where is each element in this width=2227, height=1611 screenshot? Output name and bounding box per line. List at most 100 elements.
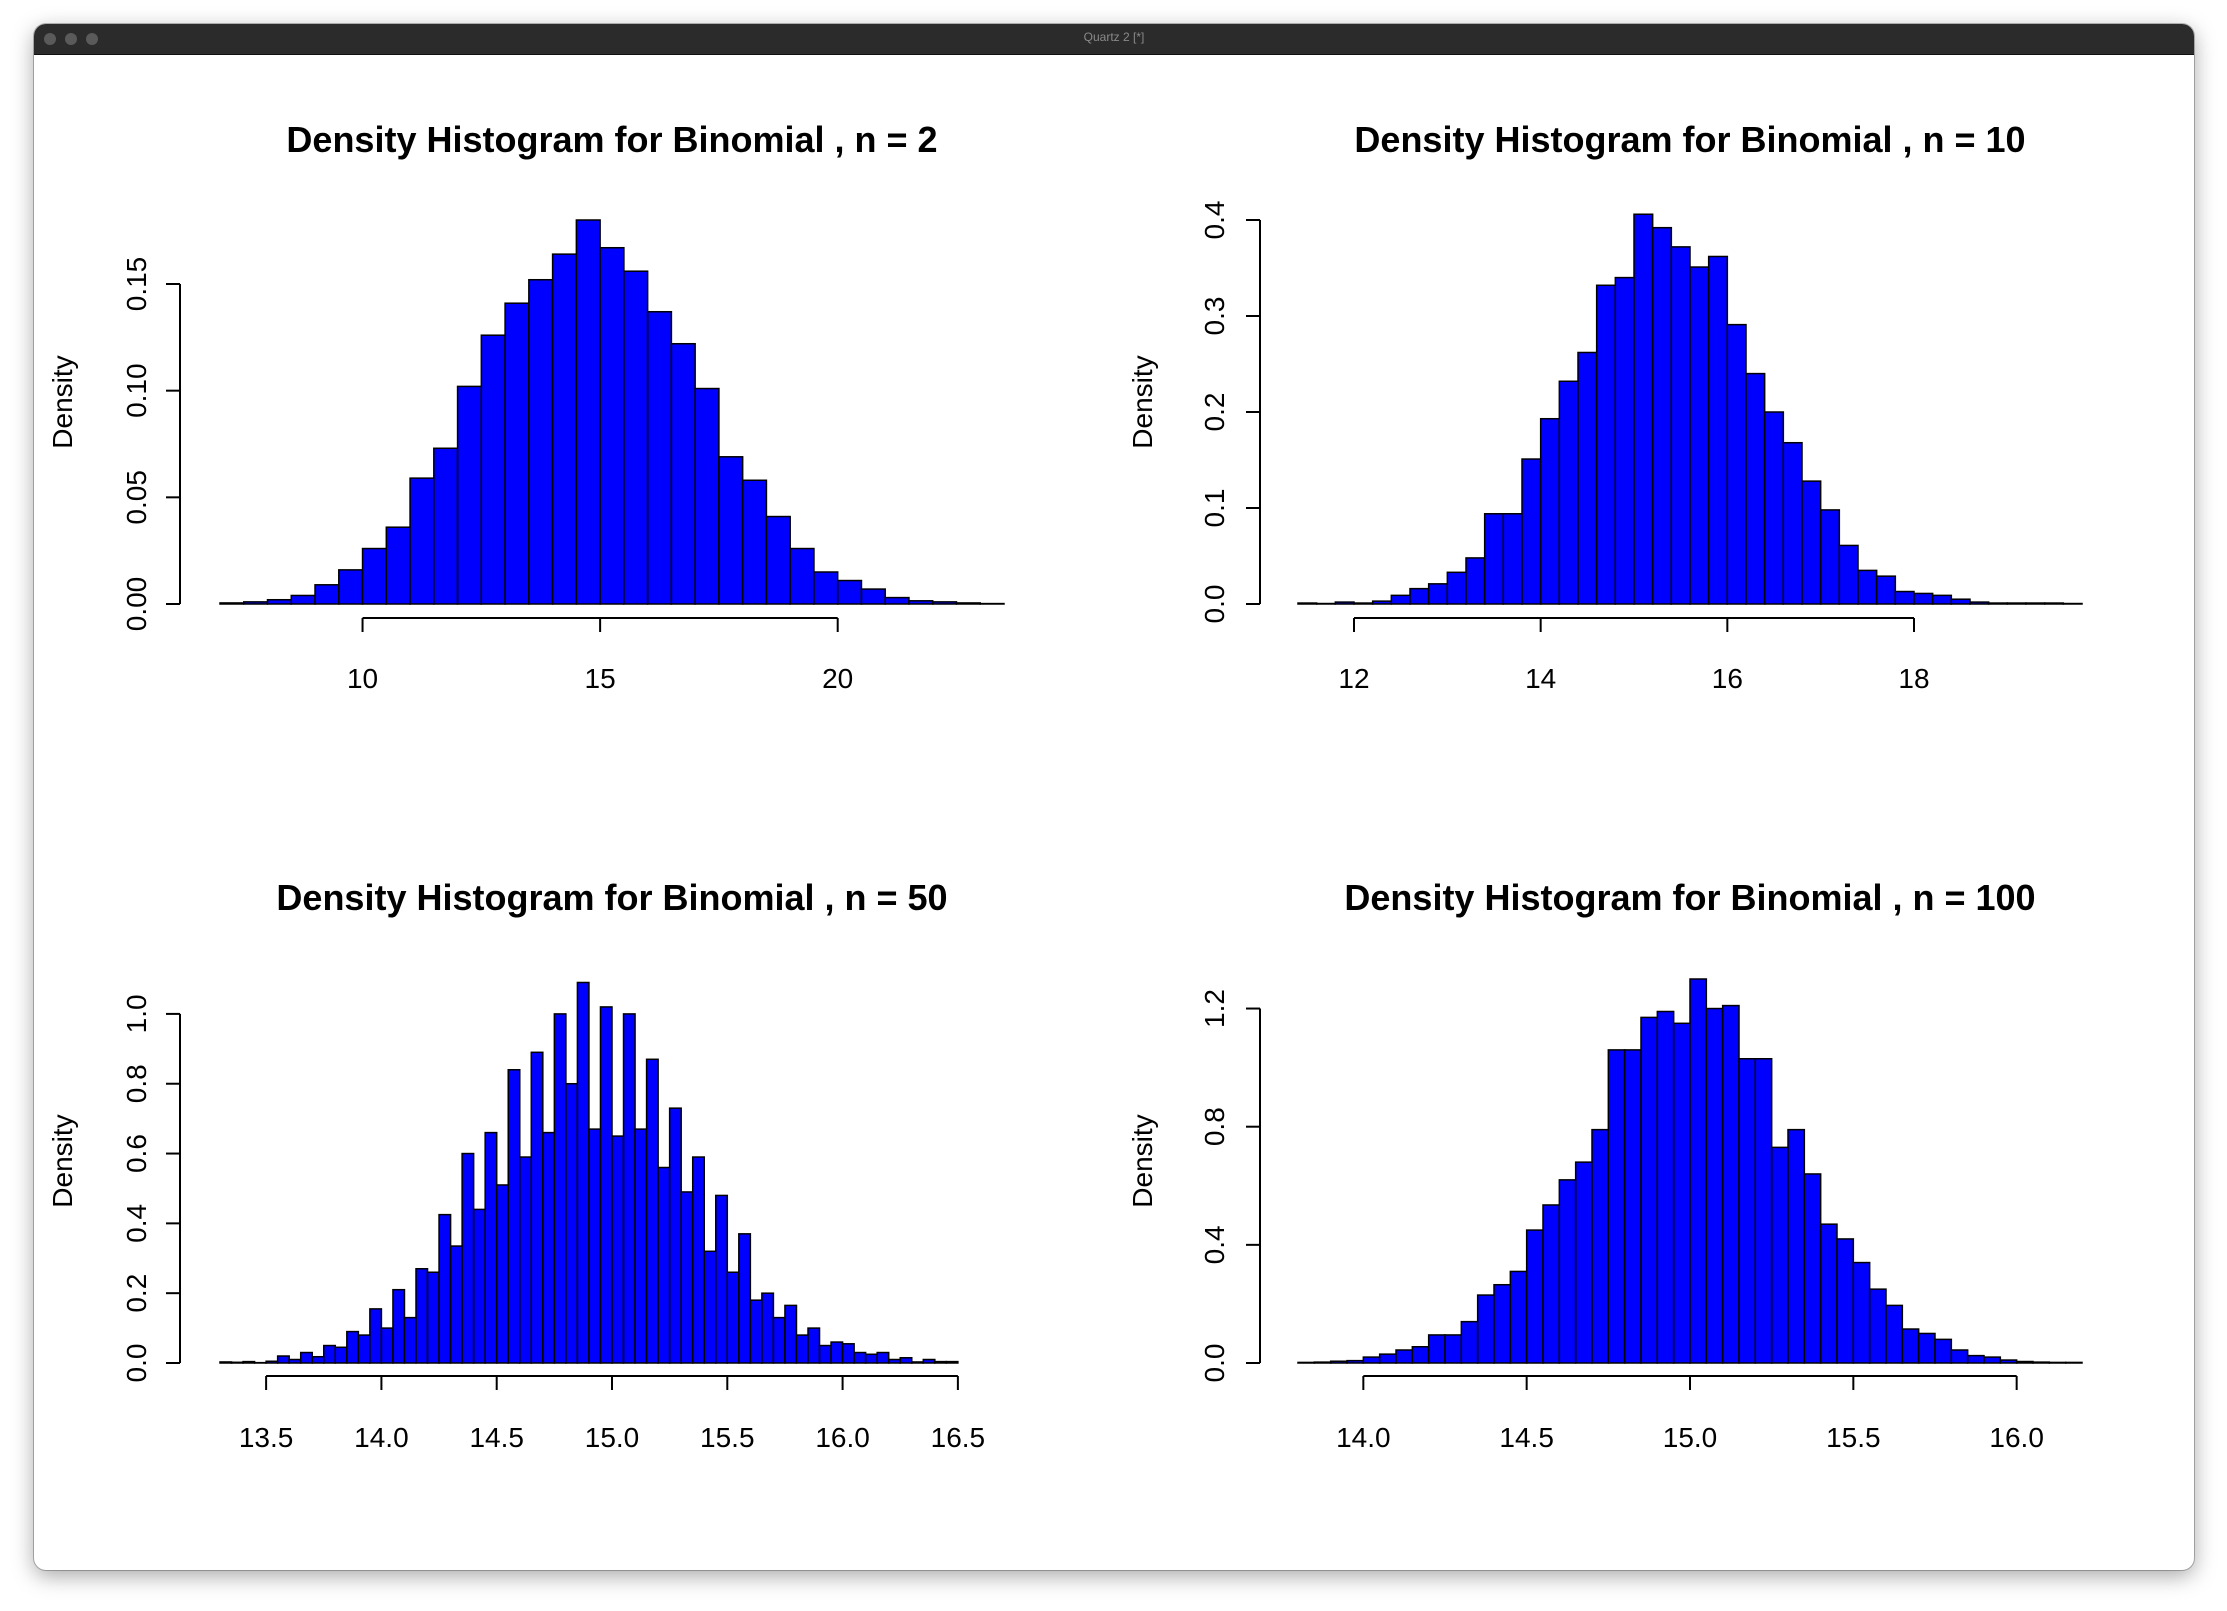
histogram-bar: [1595, 284, 1617, 605]
minimize-window-button[interactable]: [65, 33, 77, 45]
histogram-bar: [588, 1128, 602, 1364]
histogram-bar: [2048, 1361, 2067, 1364]
histogram-bar: [519, 1156, 533, 1364]
histogram-bar: [1353, 602, 1374, 605]
histogram-bar: [1770, 1146, 1789, 1364]
histogram-bar: [922, 1358, 936, 1364]
histogram-bar: [599, 246, 625, 605]
histogram-bar: [694, 387, 720, 605]
histogram-bar: [1395, 1349, 1414, 1364]
histogram-bar: [1362, 1356, 1381, 1364]
zoom-window-button[interactable]: [86, 33, 98, 45]
y-tick-label: 0.2: [121, 1274, 152, 1313]
y-tick-label: 0.2: [1199, 393, 1230, 432]
x-tick-label: 14.5: [1499, 1422, 1554, 1453]
window-titlebar[interactable]: Quartz 2 [*]: [34, 24, 2194, 55]
histogram-bar: [1411, 1346, 1430, 1364]
histogram-bar: [789, 547, 815, 605]
histogram-bar: [1983, 1356, 2002, 1364]
x-tick-label: 20: [822, 663, 853, 694]
histogram-bar: [599, 1006, 613, 1364]
histogram-panel-2: Density Histogram for Binomial , n = 10 1…: [1127, 119, 2083, 694]
y-tick-label: 0.0: [1199, 1344, 1230, 1383]
histogram-bar: [876, 1351, 890, 1364]
histogram-bar: [887, 1358, 901, 1364]
histogram-bar: [361, 547, 388, 605]
histogram-bar: [622, 1013, 636, 1364]
histogram-bar: [1738, 1058, 1757, 1364]
histogram-bar: [1334, 601, 1355, 605]
histogram-bar: [836, 579, 863, 605]
histogram-bar: [461, 1152, 475, 1364]
histogram-panel-3: Density Histogram for Binomial , n = 50 1…: [47, 877, 985, 1453]
histogram-bar: [1913, 592, 1934, 605]
histogram-bar: [908, 600, 934, 605]
histogram-bar: [680, 1191, 694, 1364]
x-tick-label: 16.0: [815, 1422, 870, 1453]
y-axis-label: Density: [47, 1114, 78, 1207]
x-tick-label: 14: [1525, 663, 1556, 694]
histogram-bar: [219, 1361, 233, 1364]
x-tick-label: 16.5: [931, 1422, 986, 1453]
histogram-bar: [1574, 1161, 1593, 1364]
histogram-bar: [1763, 411, 1785, 605]
histogram-bar: [1966, 1354, 1985, 1364]
histogram-bar: [290, 594, 316, 605]
histogram-bar: [1705, 1007, 1724, 1364]
histogram-bar: [1539, 417, 1561, 605]
histogram-bar: [276, 1355, 290, 1364]
histogram-bar: [795, 1334, 809, 1364]
histogram-bar: [1656, 1010, 1675, 1364]
histogram-bar: [807, 1327, 821, 1364]
y-tick-label: 0.6: [121, 1134, 152, 1173]
histogram-bar: [761, 1292, 775, 1364]
histogram-bar: [670, 342, 696, 605]
histogram-bar: [611, 1135, 625, 1364]
histogram-bar: [334, 1346, 348, 1364]
close-window-button[interactable]: [44, 33, 56, 45]
histogram-bar: [1525, 1229, 1544, 1364]
histogram-bar: [565, 1082, 579, 1364]
histogram-bar: [1707, 255, 1729, 605]
x-tick-label: 15.0: [1663, 1422, 1718, 1453]
y-tick-label: 0.3: [1199, 297, 1230, 336]
histogram-bar: [2032, 1361, 2051, 1364]
y-tick-label: 0.00: [121, 577, 152, 632]
histogram-bar: [1502, 513, 1523, 605]
histogram-bar: [634, 1128, 648, 1364]
histogram-bar: [884, 596, 910, 605]
chart-title: Density Histogram for Binomial , n = 2: [286, 119, 937, 160]
histogram-bar: [1390, 594, 1411, 605]
histogram-bar: [1509, 1270, 1528, 1364]
histogram-bar: [480, 334, 506, 605]
histogram-bar: [385, 526, 411, 605]
histogram-bar: [1969, 601, 1990, 605]
y-tick-label: 0.10: [121, 363, 152, 418]
histogram-bar: [265, 1360, 279, 1364]
histogram-bar: [266, 598, 293, 605]
histogram-bar: [1483, 513, 1505, 605]
histogram-bar: [528, 278, 554, 605]
histogram-bar: [860, 588, 886, 605]
histogram-bar: [1672, 1022, 1691, 1364]
histogram-bar: [955, 602, 981, 605]
histogram-bar: [813, 571, 839, 605]
histogram-bar: [1803, 1173, 1822, 1364]
histogram-bar: [409, 477, 435, 605]
histogram-bar: [1297, 1361, 1316, 1364]
histogram-bar: [1591, 1128, 1610, 1364]
histogram-bar: [1875, 575, 1897, 605]
histogram-bar: [1689, 266, 1710, 605]
histogram-bar: [1689, 978, 1708, 1364]
histogram-grid: Density Histogram for Binomial , n = 2 10…: [47, 119, 2083, 1453]
histogram-bar: [1493, 1283, 1512, 1364]
histogram-bar: [1787, 1128, 1806, 1364]
histogram-bar: [2043, 602, 2065, 605]
histogram-bar: [243, 601, 269, 605]
histogram-bar: [1313, 1361, 1332, 1364]
histogram-bar: [314, 584, 340, 605]
histogram-bar: [392, 1288, 406, 1364]
histogram-bar: [426, 1271, 440, 1364]
histogram-bar: [934, 1360, 948, 1364]
histogram-bar: [1987, 602, 2009, 605]
